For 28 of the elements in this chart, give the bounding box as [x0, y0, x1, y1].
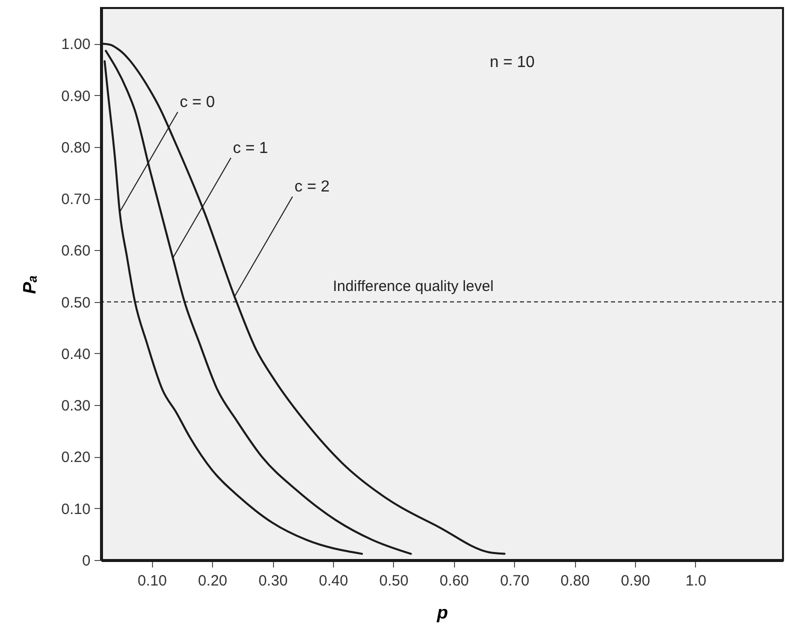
x-tick-label: 0.30 — [258, 572, 288, 590]
x-tick-label: 0.80 — [560, 572, 590, 590]
x-tick-label: 0.20 — [198, 572, 228, 590]
y-tick-label: 0.60 — [61, 242, 90, 260]
x-tick-label: 0.10 — [138, 572, 167, 590]
annotation: c = 1 — [232, 140, 268, 157]
y-tick-label: 0.70 — [61, 191, 90, 208]
y-axis-title: Pₐ — [19, 274, 40, 294]
y-tick-label: 0.30 — [61, 398, 90, 415]
x-tick-label: 0.90 — [620, 572, 650, 590]
y-tick-label: 0.10 — [61, 500, 90, 518]
x-axis-title: p — [436, 602, 448, 622]
x-tick-label: 0.50 — [379, 572, 408, 590]
y-tick-label: 0.50 — [61, 294, 90, 312]
y-tick-label: 1.00 — [61, 36, 90, 54]
y-tick-label: 0.80 — [61, 139, 90, 156]
x-tick-label: 0.40 — [318, 572, 348, 590]
annotation: c = 0 — [180, 94, 215, 111]
x-tick-label: 1.0 — [685, 572, 706, 590]
annotation: c = 2 — [294, 178, 330, 196]
y-tick-label: 0 — [82, 552, 90, 570]
x-tick-label: 0.70 — [500, 572, 530, 590]
ref-line-label: Indifference quality level — [332, 278, 494, 295]
y-tick-label: 0.20 — [61, 449, 90, 466]
annotation: n = 10 — [490, 54, 535, 72]
x-tick-label: 0.60 — [440, 572, 469, 590]
y-tick-label: 0.40 — [61, 346, 90, 363]
y-tick-label: 0.90 — [61, 88, 90, 105]
